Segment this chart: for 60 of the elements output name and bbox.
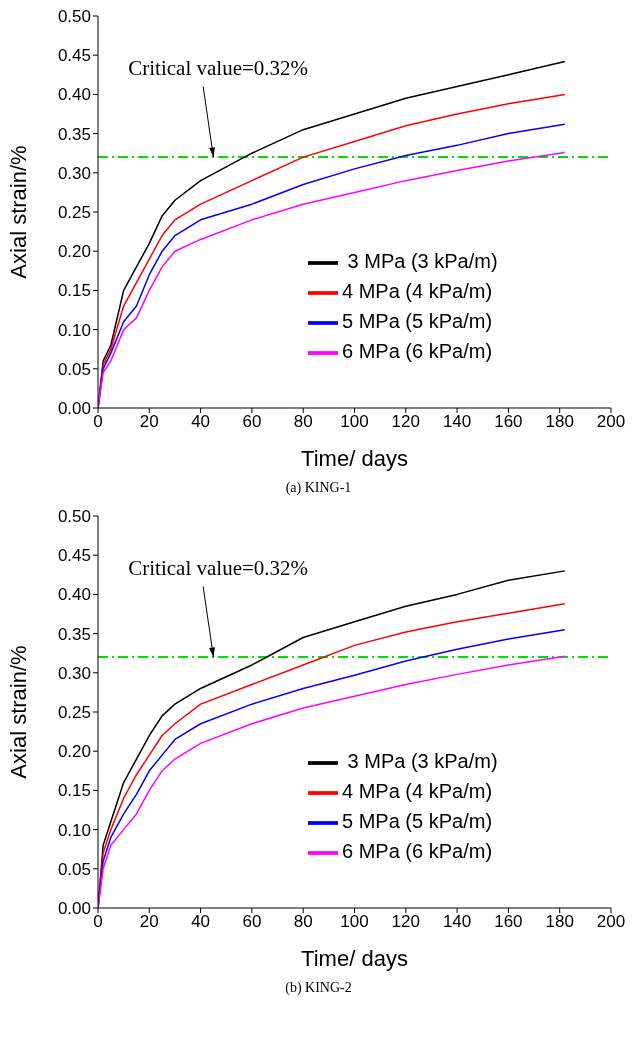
y-tick-label: 0.50: [57, 7, 91, 27]
x-tick-label: 140: [442, 412, 472, 432]
x-tick-label: 120: [391, 912, 420, 932]
legend-label: 5 MPa (5 kPa/m): [342, 810, 493, 833]
annotation: Critical value=0.32%: [128, 55, 309, 80]
y-tick-label: 0.20: [57, 242, 91, 262]
y-tick-label: 0.35: [57, 624, 91, 644]
legend-label: 4 MPa (4 kPa/m): [342, 280, 493, 303]
x-axis-title: Time/ days: [301, 946, 408, 971]
x-tick-label: 160: [494, 412, 523, 432]
x-tick-label: 60: [242, 412, 262, 432]
x-tick-label: 20: [139, 912, 159, 932]
x-tick-label: 200: [596, 912, 626, 932]
y-tick-label: 0.45: [57, 546, 91, 566]
y-axis-title: Axial strain/%: [5, 645, 31, 779]
x-tick-label: 0: [93, 412, 103, 432]
y-tick-label: 0.05: [57, 859, 91, 879]
y-tick-label: 0.40: [57, 85, 91, 105]
y-tick-label: 0.00: [57, 899, 91, 919]
x-tick-label: 180: [545, 912, 574, 932]
x-tick-label: 200: [596, 412, 626, 432]
legend-label: 4 MPa (4 kPa/m): [342, 780, 493, 803]
x-tick-label: 0: [93, 912, 103, 932]
y-tick-label: 0.25: [57, 703, 91, 723]
x-tick-label: 80: [293, 912, 313, 932]
y-tick-label: 0.00: [57, 399, 91, 419]
y-tick-label: 0.25: [57, 203, 91, 223]
x-tick-label: 100: [340, 412, 369, 432]
x-tick-label: 140: [442, 912, 472, 932]
y-tick-label: 0.20: [57, 742, 91, 762]
x-tick-label: 60: [242, 912, 262, 932]
x-tick-label: 100: [340, 912, 369, 932]
text: (b) KING-2: [284, 980, 353, 996]
y-tick-label: 0.05: [57, 359, 91, 379]
y-tick-label: 0.40: [57, 585, 91, 605]
legend-label: 6 MPa (6 kPa/m): [342, 840, 493, 863]
legend-label: 3 MPa (3 kPa/m): [346, 750, 498, 773]
y-tick-label: 0.15: [57, 781, 91, 801]
legend-label: 6 MPa (6 kPa/m): [342, 340, 493, 363]
x-tick-label: 80: [293, 412, 313, 432]
x-tick-label: 120: [391, 412, 420, 432]
y-tick-label: 0.35: [57, 124, 91, 144]
y-tick-label: 0.15: [57, 281, 91, 301]
text: (a) KING-1: [284, 480, 353, 496]
annotation: Critical value=0.32%: [128, 555, 309, 580]
y-axis-title: Axial strain/%: [5, 145, 31, 279]
x-tick-label: 40: [191, 912, 211, 932]
x-axis-title: Time/ days: [301, 446, 408, 471]
x-tick-label: 40: [191, 412, 211, 432]
y-tick-label: 0.30: [57, 163, 91, 183]
y-tick-label: 0.10: [57, 820, 91, 840]
y-tick-label: 0.45: [57, 46, 91, 66]
legend-label: 5 MPa (5 kPa/m): [342, 310, 493, 333]
x-tick-label: 180: [545, 412, 574, 432]
x-tick-label: 20: [139, 412, 159, 432]
y-tick-label: 0.50: [57, 507, 91, 527]
legend-label: 3 MPa (3 kPa/m): [346, 250, 498, 273]
y-tick-label: 0.10: [57, 320, 91, 340]
x-tick-label: 160: [494, 912, 523, 932]
y-tick-label: 0.30: [57, 663, 91, 683]
